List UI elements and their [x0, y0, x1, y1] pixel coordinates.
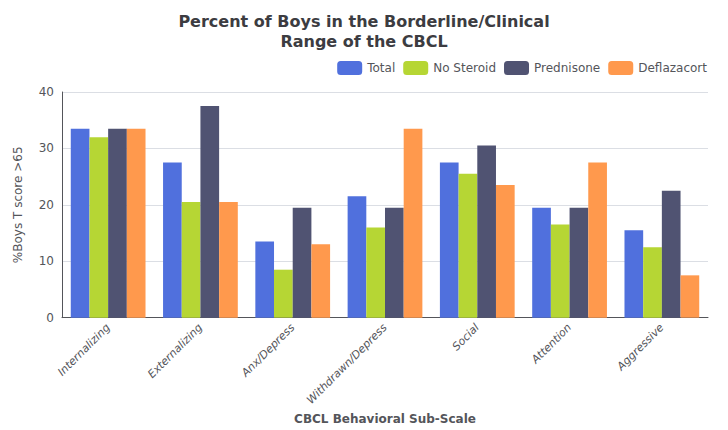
svg-text:Anx/Depress: Anx/Depress — [238, 321, 297, 380]
svg-text:CBCL Behavioral Sub-Scale: CBCL Behavioral Sub-Scale — [294, 412, 476, 426]
svg-text:Internalizing: Internalizing — [55, 321, 113, 379]
svg-text:Total: Total — [366, 61, 395, 75]
svg-text:Withdrawn/Depress: Withdrawn/Depress — [304, 321, 390, 407]
svg-text:10: 10 — [39, 254, 54, 268]
svg-text:Aggressive: Aggressive — [614, 321, 667, 374]
svg-text:20: 20 — [39, 198, 54, 212]
svg-text:Attention: Attention — [528, 321, 574, 367]
svg-text:Deflazacort: Deflazacort — [638, 61, 707, 75]
svg-text:Prednisone: Prednisone — [534, 61, 600, 75]
svg-text:%Boys T score >65: %Boys T score >65 — [11, 146, 25, 263]
svg-text:Externalizing: Externalizing — [145, 321, 205, 381]
svg-text:0: 0 — [46, 311, 54, 325]
svg-text:Percent of Boys in the Borderl: Percent of Boys in the Borderline/Clinic… — [178, 12, 549, 31]
svg-text:Range of the CBCL: Range of the CBCL — [280, 32, 447, 51]
svg-text:Social: Social — [450, 321, 482, 353]
svg-text:30: 30 — [39, 141, 54, 155]
svg-text:40: 40 — [39, 85, 54, 99]
svg-text:No Steroid: No Steroid — [433, 61, 496, 75]
